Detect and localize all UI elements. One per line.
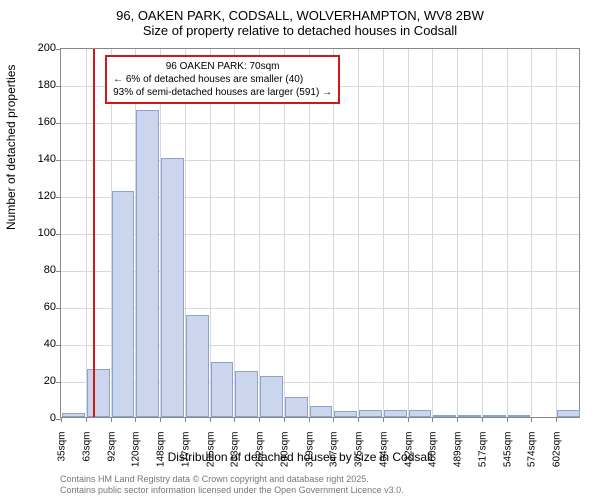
y-tick	[56, 234, 61, 235]
y-tick	[56, 86, 61, 87]
x-tick	[556, 417, 557, 422]
y-tick	[56, 123, 61, 124]
histogram-bar	[409, 410, 432, 417]
x-tick	[432, 417, 433, 422]
chart-title-main: 96, OAKEN PARK, CODSALL, WOLVERHAMPTON, …	[0, 0, 600, 23]
x-tick	[61, 417, 62, 422]
histogram-bar	[483, 415, 506, 417]
x-tick	[507, 417, 508, 422]
y-tick-label: 0	[50, 412, 56, 424]
y-tick	[56, 160, 61, 161]
y-tick-label: 160	[38, 116, 56, 128]
histogram-bar	[310, 406, 333, 417]
gridline-vertical	[284, 49, 285, 417]
x-tick	[531, 417, 532, 422]
info-box-title: 96 OAKEN PARK: 70sqm	[113, 60, 332, 73]
y-tick	[56, 271, 61, 272]
gridline-vertical	[482, 49, 483, 417]
chart-container: 96, OAKEN PARK, CODSALL, WOLVERHAMPTON, …	[0, 0, 600, 500]
x-tick	[482, 417, 483, 422]
x-tick	[185, 417, 186, 422]
gridline-vertical	[86, 49, 87, 417]
y-tick	[56, 49, 61, 50]
y-tick	[56, 308, 61, 309]
x-tick	[135, 417, 136, 422]
gridline-vertical	[234, 49, 235, 417]
histogram-bar	[359, 410, 382, 417]
y-tick-label: 140	[38, 153, 56, 165]
histogram-bar	[112, 191, 135, 417]
y-tick	[56, 197, 61, 198]
x-tick	[457, 417, 458, 422]
gridline-vertical	[507, 49, 508, 417]
footer-line-1: Contains HM Land Registry data © Crown c…	[60, 474, 404, 485]
x-tick	[358, 417, 359, 422]
x-tick	[259, 417, 260, 422]
y-tick-label: 40	[44, 338, 56, 350]
gridline-vertical	[531, 49, 532, 417]
gridline-vertical	[556, 49, 557, 417]
histogram-bar	[161, 158, 184, 417]
x-tick	[86, 417, 87, 422]
histogram-bar	[211, 362, 234, 418]
y-tick	[56, 382, 61, 383]
x-tick	[309, 417, 310, 422]
gridline-vertical	[333, 49, 334, 417]
x-axis-label: Distribution of detached houses by size …	[0, 450, 600, 464]
histogram-bar	[334, 411, 357, 417]
y-tick-label: 20	[44, 375, 56, 387]
gridline-vertical	[408, 49, 409, 417]
chart-title-sub: Size of property relative to detached ho…	[0, 23, 600, 42]
x-tick	[383, 417, 384, 422]
x-tick	[210, 417, 211, 422]
y-tick-label: 200	[38, 42, 56, 54]
histogram-bar	[433, 415, 456, 417]
histogram-bar	[186, 315, 209, 417]
x-tick	[234, 417, 235, 422]
y-tick	[56, 345, 61, 346]
y-tick-label: 80	[44, 264, 56, 276]
info-box-line1: ← 6% of detached houses are smaller (40)	[113, 73, 332, 86]
footer-attribution: Contains HM Land Registry data © Crown c…	[60, 474, 404, 496]
marker-line	[93, 49, 95, 417]
gridline-vertical	[432, 49, 433, 417]
x-tick	[333, 417, 334, 422]
y-tick-label: 120	[38, 190, 56, 202]
y-tick-label: 60	[44, 301, 56, 313]
gridline-vertical	[358, 49, 359, 417]
histogram-bar	[458, 415, 481, 417]
histogram-bar	[557, 410, 580, 417]
y-tick-label: 180	[38, 79, 56, 91]
x-tick	[111, 417, 112, 422]
marker-info-box: 96 OAKEN PARK: 70sqm← 6% of detached hou…	[105, 55, 340, 104]
gridline-vertical	[259, 49, 260, 417]
histogram-bar	[87, 369, 110, 417]
plot-area: 96 OAKEN PARK: 70sqm← 6% of detached hou…	[60, 48, 580, 418]
y-tick-label: 100	[38, 227, 56, 239]
histogram-bar	[62, 413, 85, 417]
info-box-line2: 93% of semi-detached houses are larger (…	[113, 86, 332, 99]
gridline-vertical	[383, 49, 384, 417]
x-tick	[408, 417, 409, 422]
histogram-bar	[136, 110, 159, 417]
histogram-bar	[508, 415, 531, 417]
histogram-bar	[235, 371, 258, 417]
gridline-vertical	[457, 49, 458, 417]
histogram-bar	[384, 410, 407, 417]
histogram-bar	[285, 397, 308, 417]
x-tick	[160, 417, 161, 422]
footer-line-2: Contains public sector information licen…	[60, 485, 404, 496]
gridline-vertical	[309, 49, 310, 417]
x-tick	[284, 417, 285, 422]
histogram-bar	[260, 376, 283, 417]
y-axis-label: Number of detached properties	[4, 65, 18, 230]
